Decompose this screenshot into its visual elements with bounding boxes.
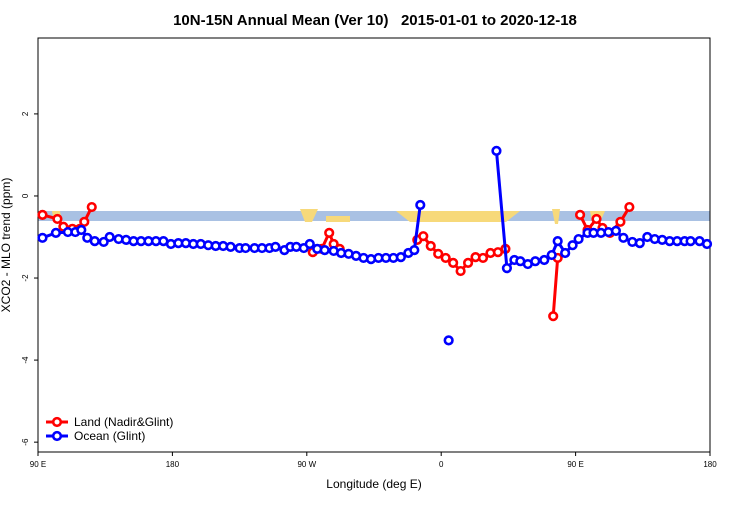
x-tick-label: 90 E [30,460,46,469]
x-tick-label: 180 [166,460,180,469]
y-axis-label: XCO2 - MLO trend (ppm) [0,178,13,313]
point [409,245,420,256]
point [89,236,100,247]
point [591,213,602,225]
x-tick-label: 180 [703,460,717,469]
legend-marker [51,416,63,428]
point [240,242,251,254]
legend-marker [51,430,63,442]
point [79,216,90,227]
point [418,231,429,242]
point [546,249,557,261]
chart-title: 10N-15N Annual Mean (Ver 10) 2015-01-01 … [173,12,577,29]
point [52,213,63,225]
point [685,236,696,247]
land-fill [52,209,605,224]
x-axis-label: Longitude (deg E) [326,477,421,491]
point [270,241,281,252]
band [38,211,710,221]
point [455,265,466,277]
point [574,209,586,220]
point [567,240,578,251]
point [701,238,713,250]
point [552,236,563,247]
point [462,257,474,268]
point [37,209,48,220]
point [610,225,622,236]
point [324,227,335,238]
land-mask-band [38,209,710,224]
point [319,245,330,256]
x-tick-label: 90 E [567,460,583,469]
y-tick-label: -2 [21,274,30,282]
point [560,247,571,259]
x-tick-label: 0 [439,460,444,469]
point [530,256,541,267]
point [104,231,115,243]
point [443,335,454,346]
point [618,232,629,243]
point [433,248,444,259]
point [624,201,635,213]
point [477,252,489,264]
legend-label: Land (Nadir&Glint) [74,415,173,429]
point [304,238,315,250]
point [50,227,62,238]
x-tick-label: 90 W [297,460,316,469]
point [440,252,451,264]
point [395,252,406,263]
point [448,257,459,268]
point [615,216,626,227]
point [548,311,559,322]
point [425,240,436,252]
point [634,238,645,249]
point [225,241,236,252]
point [573,233,584,245]
point [539,254,550,266]
y-tick-label: -6 [21,438,30,446]
y-tick-label: 2 [21,111,30,116]
point [491,145,502,156]
legend-label: Ocean (Glint) [74,429,145,443]
point [86,201,97,213]
point [415,199,426,211]
point [37,232,48,243]
point [76,224,87,236]
y-tick-label: -4 [21,356,30,364]
y-tick-label: 0 [21,193,30,198]
point [501,263,513,274]
